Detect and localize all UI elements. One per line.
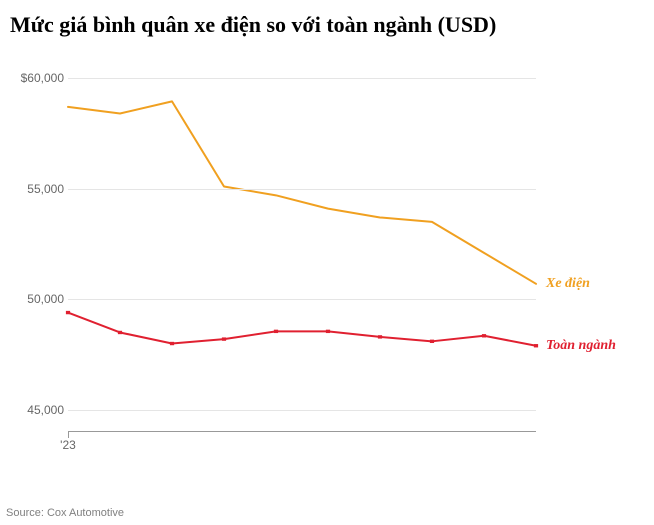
series-marker-toan_nganh (430, 340, 434, 343)
line-svg (68, 56, 536, 432)
series-marker-toan_nganh (118, 331, 122, 334)
series-marker-toan_nganh (66, 311, 70, 314)
x-axis-baseline (68, 431, 536, 432)
y-tick-label: $60,000 (21, 71, 64, 85)
chart-title: Mức giá bình quân xe điện so với toàn ng… (10, 12, 646, 38)
y-tick-label: 55,000 (27, 182, 64, 196)
series-marker-toan_nganh (534, 344, 538, 347)
series-marker-toan_nganh (222, 337, 226, 340)
series-marker-toan_nganh (170, 342, 174, 345)
source-text: Source: Cox Automotive (6, 507, 124, 519)
series-marker-toan_nganh (326, 330, 330, 333)
series-label-xe_dien: Xe điện (546, 276, 590, 292)
series-marker-toan_nganh (274, 330, 278, 333)
series-line-toan_nganh (68, 313, 536, 346)
gridline (68, 299, 536, 300)
gridline (68, 410, 536, 411)
gridline (68, 78, 536, 79)
plot-outer: $60,00055,00050,00045,000 '23Xe điệnToàn… (12, 56, 646, 456)
series-marker-toan_nganh (378, 335, 382, 338)
gridline (68, 189, 536, 190)
y-axis-labels: $60,000 55,000 50,000 45,000 (12, 56, 68, 456)
series-marker-toan_nganh (482, 334, 486, 337)
y-tick-label: 45,000 (27, 403, 64, 417)
series-label-toan_nganh: Toàn ngành (546, 338, 616, 354)
y-tick-label: 50,000 (27, 292, 64, 306)
x-tick-label: '23 (60, 438, 76, 452)
plot-area: '23Xe điệnToàn ngành (68, 56, 536, 432)
series-line-xe_dien (68, 101, 536, 283)
chart-container: Mức giá bình quân xe điện so với toàn ng… (0, 0, 654, 525)
